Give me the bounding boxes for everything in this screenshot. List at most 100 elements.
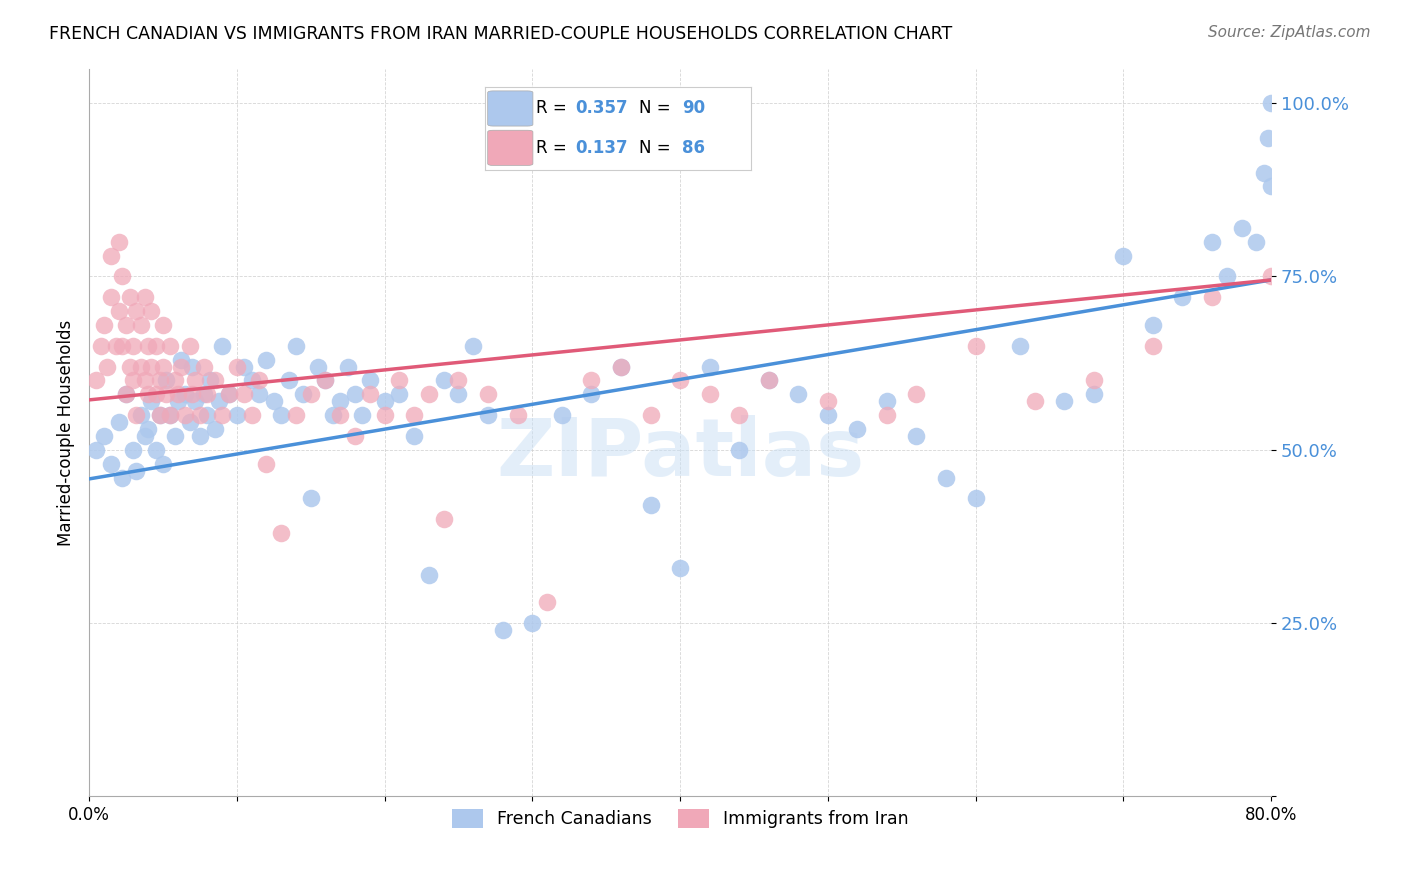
Point <box>136 422 159 436</box>
Point <box>120 290 142 304</box>
Point <box>314 374 336 388</box>
Point <box>100 249 122 263</box>
Point <box>96 359 118 374</box>
Point <box>200 374 222 388</box>
Point <box>163 374 186 388</box>
Point <box>120 359 142 374</box>
Point <box>149 408 172 422</box>
Point <box>174 408 197 422</box>
Point <box>905 387 928 401</box>
Point <box>477 408 499 422</box>
Point <box>122 442 145 457</box>
Point <box>100 290 122 304</box>
Point <box>170 352 193 367</box>
Point <box>254 352 277 367</box>
Point <box>292 387 315 401</box>
Point <box>669 374 692 388</box>
Point <box>136 387 159 401</box>
Point <box>1053 394 1076 409</box>
Point <box>166 387 188 401</box>
Point <box>225 408 247 422</box>
Point <box>1216 269 1239 284</box>
Point <box>93 318 115 332</box>
Point <box>110 339 132 353</box>
Point <box>1201 290 1223 304</box>
Point <box>195 408 218 422</box>
Point <box>359 387 381 401</box>
Point <box>336 359 359 374</box>
Point <box>181 359 204 374</box>
Point <box>506 408 529 422</box>
Point <box>699 387 721 401</box>
Point <box>90 339 112 353</box>
Point <box>179 339 201 353</box>
Point <box>418 387 440 401</box>
Text: FRENCH CANADIAN VS IMMIGRANTS FROM IRAN MARRIED-COUPLE HOUSEHOLDS CORRELATION CH: FRENCH CANADIAN VS IMMIGRANTS FROM IRAN … <box>49 25 952 43</box>
Point <box>846 422 869 436</box>
Point <box>965 491 987 506</box>
Point <box>1260 179 1282 194</box>
Point <box>152 318 174 332</box>
Point <box>174 387 197 401</box>
Point <box>218 387 240 401</box>
Point <box>610 359 633 374</box>
Point <box>299 491 322 506</box>
Point <box>1246 235 1268 249</box>
Point <box>149 374 172 388</box>
Point <box>463 339 485 353</box>
Point <box>211 339 233 353</box>
Point <box>965 339 987 353</box>
Point <box>1260 269 1282 284</box>
Point <box>122 374 145 388</box>
Point <box>433 374 456 388</box>
Point <box>1024 394 1046 409</box>
Point <box>433 512 456 526</box>
Point <box>204 422 226 436</box>
Point <box>240 374 263 388</box>
Point <box>188 429 211 443</box>
Point <box>115 387 138 401</box>
Point <box>139 359 162 374</box>
Point <box>536 595 558 609</box>
Point <box>1142 318 1164 332</box>
Point <box>758 374 780 388</box>
Point <box>817 408 839 422</box>
Point <box>159 408 181 422</box>
Point <box>225 359 247 374</box>
Point <box>1171 290 1194 304</box>
Point <box>447 374 470 388</box>
Point <box>218 387 240 401</box>
Point <box>787 387 810 401</box>
Text: ZIPatlas: ZIPatlas <box>496 416 865 493</box>
Point <box>233 359 256 374</box>
Point <box>100 457 122 471</box>
Point <box>145 339 167 353</box>
Point <box>299 387 322 401</box>
Point <box>876 394 898 409</box>
Point <box>1253 165 1275 179</box>
Point <box>314 374 336 388</box>
Point <box>329 408 352 422</box>
Point <box>374 394 396 409</box>
Point <box>110 269 132 284</box>
Point <box>184 374 207 388</box>
Point <box>125 304 148 318</box>
Point <box>1083 374 1105 388</box>
Point <box>159 339 181 353</box>
Point <box>104 339 127 353</box>
Point <box>139 304 162 318</box>
Point <box>344 429 367 443</box>
Point <box>125 408 148 422</box>
Point <box>404 429 426 443</box>
Point <box>107 235 129 249</box>
Point <box>193 387 215 401</box>
Point <box>125 464 148 478</box>
Point <box>152 457 174 471</box>
Point <box>86 374 108 388</box>
Point <box>134 290 156 304</box>
Point <box>159 408 181 422</box>
Point <box>188 408 211 422</box>
Point <box>359 374 381 388</box>
Point <box>204 374 226 388</box>
Point <box>152 359 174 374</box>
